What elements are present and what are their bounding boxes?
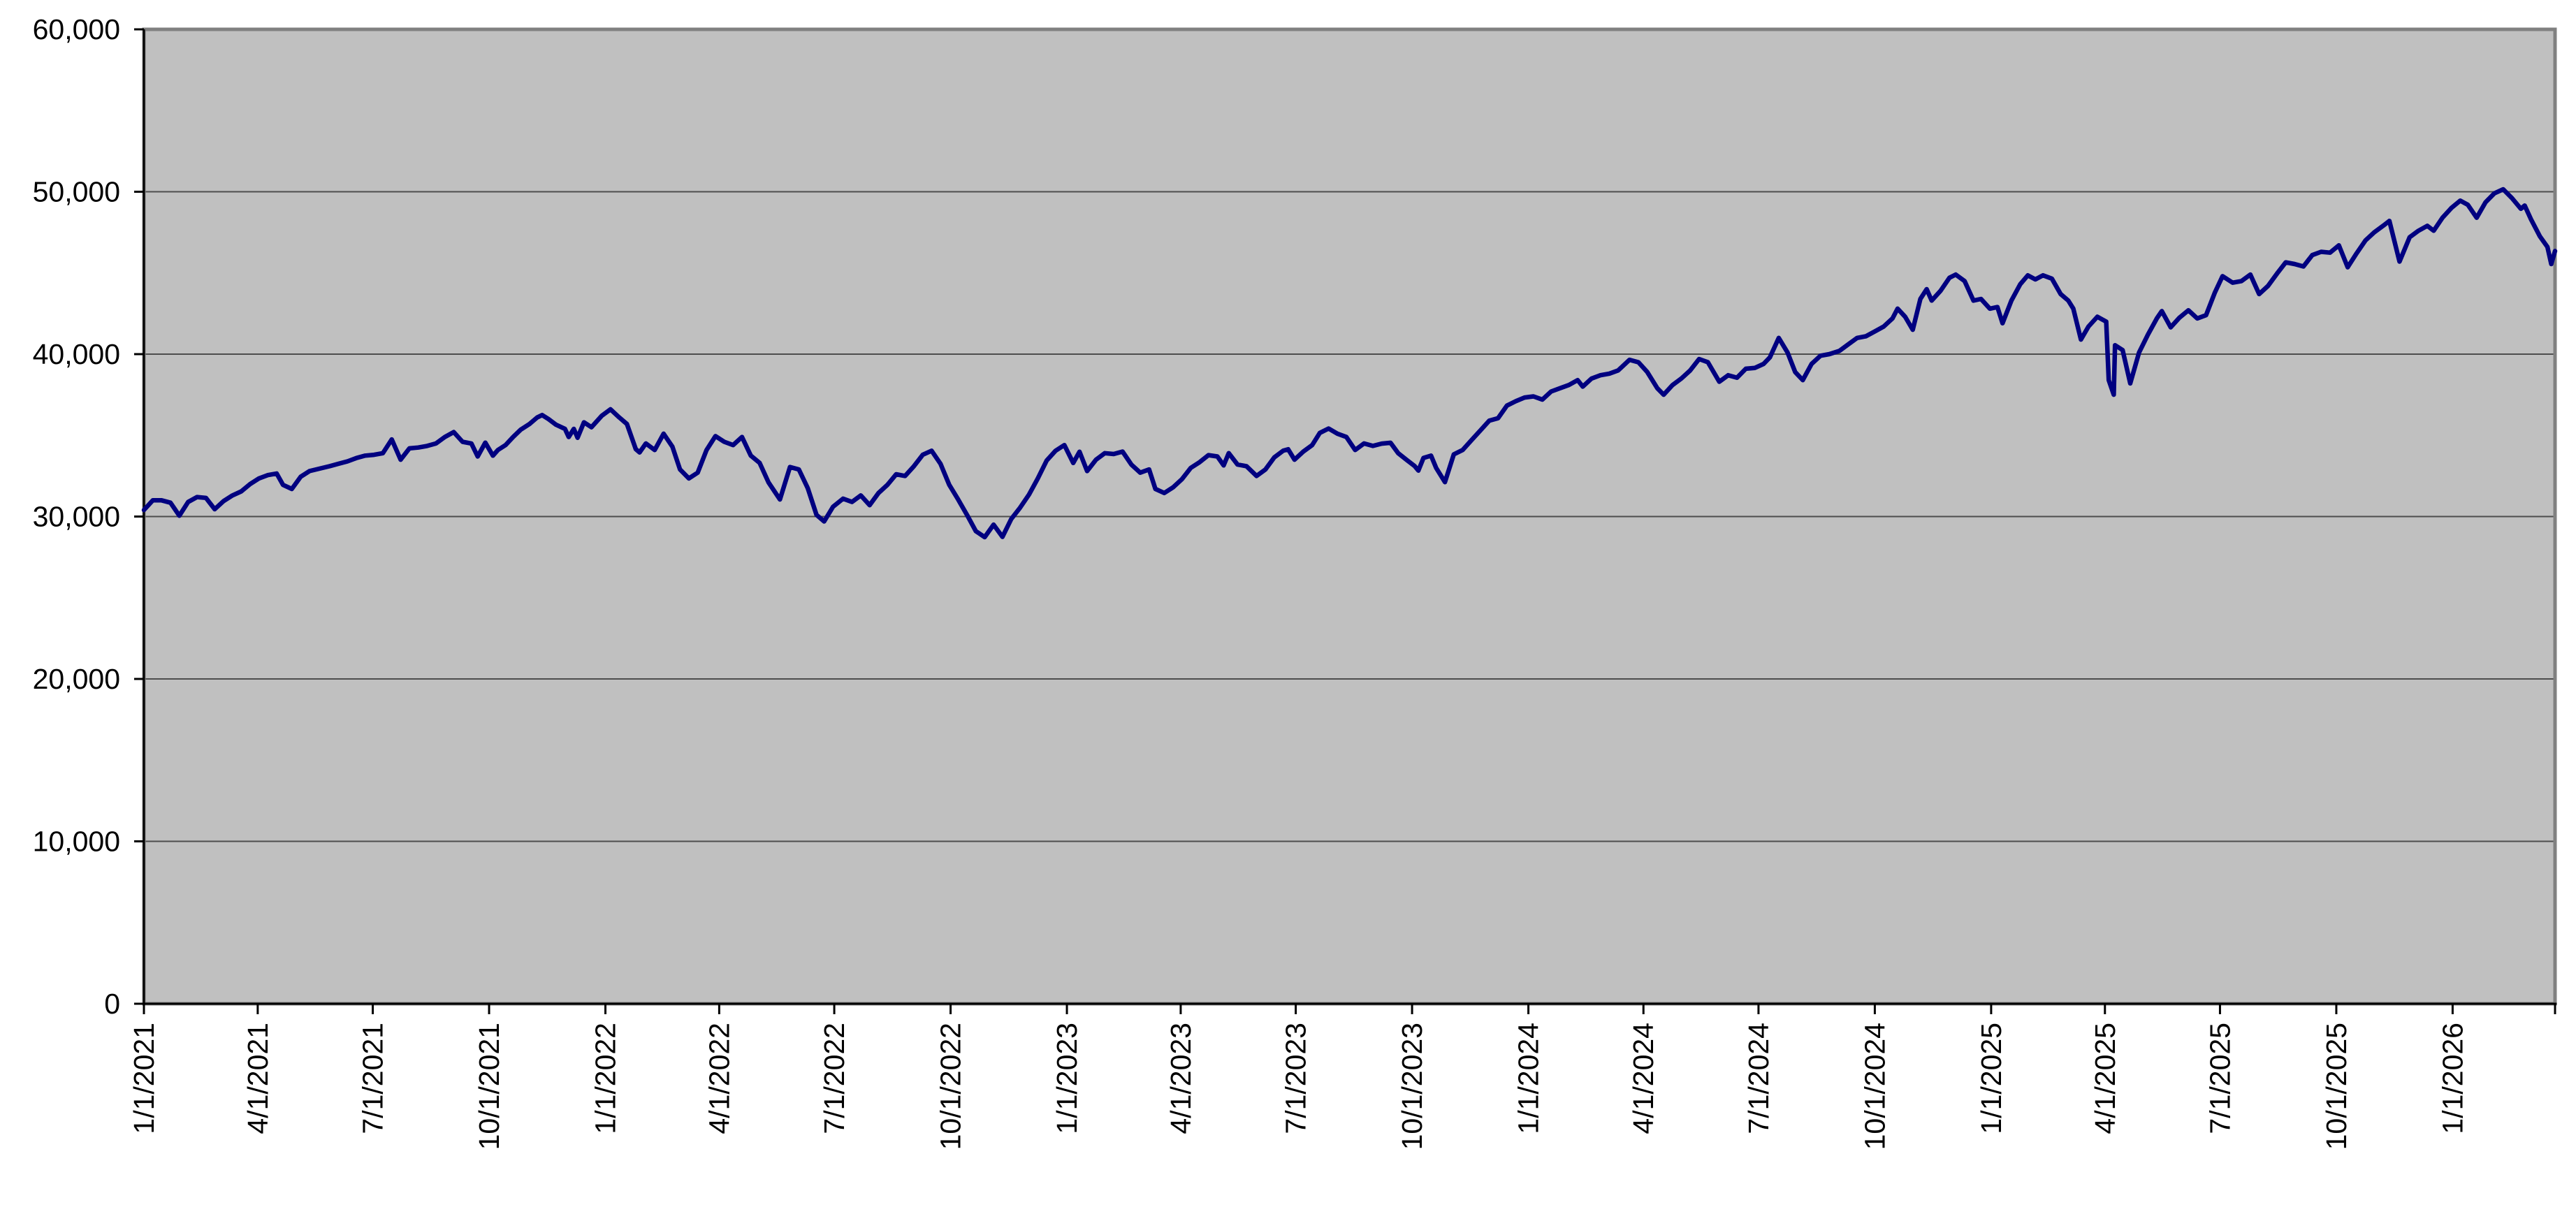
x-axis-label: 10/1/2021 [473, 1023, 505, 1150]
x-axis-label: 4/1/2022 [703, 1023, 735, 1134]
x-axis-label: 1/1/2023 [1051, 1023, 1083, 1134]
y-axis-label: 30,000 [33, 501, 120, 533]
y-axis-label: 10,000 [33, 826, 120, 858]
y-axis-label: 0 [104, 988, 120, 1020]
x-axis-label: 1/1/2022 [590, 1023, 622, 1134]
x-axis-label: 4/1/2021 [242, 1023, 274, 1134]
y-axis-label: 20,000 [33, 663, 120, 695]
x-axis-label: 10/1/2023 [1396, 1023, 1428, 1150]
y-axis-label: 50,000 [33, 176, 120, 208]
x-axis-label: 1/1/2021 [128, 1023, 160, 1134]
x-axis-label: 7/1/2025 [2204, 1023, 2236, 1134]
x-axis-label: 7/1/2024 [1742, 1023, 1775, 1134]
x-axis-label: 1/1/2026 [2436, 1023, 2468, 1134]
y-axis-label: 60,000 [33, 13, 120, 45]
x-axis-label: 4/1/2024 [1627, 1023, 1659, 1134]
x-axis-label: 4/1/2025 [2089, 1023, 2121, 1134]
x-axis-label: 10/1/2025 [2320, 1023, 2352, 1150]
x-axis-label: 1/1/2024 [1513, 1023, 1545, 1134]
y-axis-label: 40,000 [33, 338, 120, 370]
x-axis-label: 10/1/2024 [1858, 1023, 1891, 1150]
x-axis-label: 1/1/2025 [1975, 1023, 2007, 1134]
x-axis-label: 7/1/2022 [818, 1023, 850, 1134]
x-axis-label: 7/1/2023 [1280, 1023, 1312, 1134]
x-axis-label: 10/1/2022 [935, 1023, 967, 1150]
x-axis-label: 4/1/2023 [1165, 1023, 1197, 1134]
price-line [141, 186, 2558, 540]
x-axis-label: 7/1/2021 [357, 1023, 389, 1134]
